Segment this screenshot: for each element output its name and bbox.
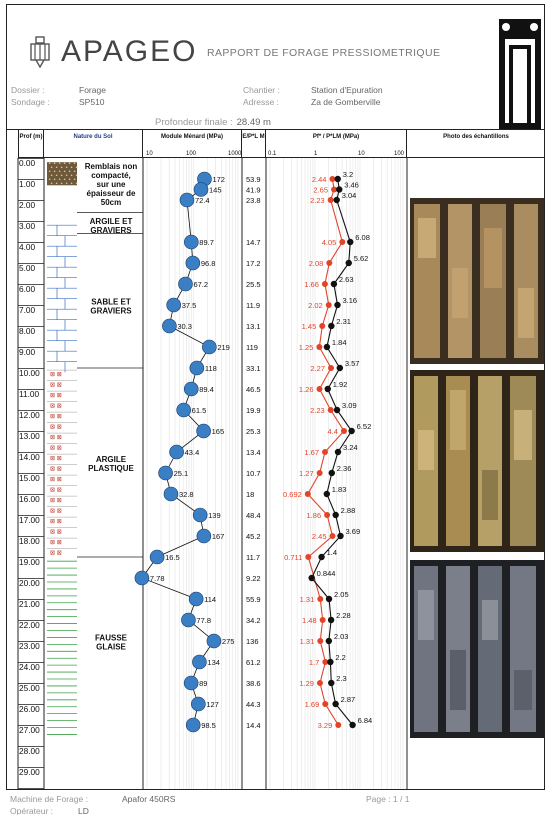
depth-label: 19.00 xyxy=(18,557,44,578)
chantier-value: Station d'Epuration xyxy=(311,85,383,95)
col-header-nature-text: Nature du Sol xyxy=(73,134,113,140)
photo-box-2 xyxy=(410,370,544,552)
depth-label: 15.00 xyxy=(18,473,44,494)
col-header-ratio-text: E/P*L M xyxy=(242,134,265,140)
adresse-label: Adresse : xyxy=(243,97,279,107)
sample-photo-2 xyxy=(410,370,544,552)
profondeur-label: Profondeur finale : xyxy=(155,117,233,128)
report-header: APAGEO RAPPORT DE FORAGE PRESSIOMETRIQUE… xyxy=(6,4,545,130)
sample-photo-3 xyxy=(410,560,544,738)
col-header-photo: Photo des échantillons xyxy=(407,130,545,158)
depth-label: 12.00 xyxy=(18,410,44,431)
report-title: RAPPORT DE FORAGE PRESSIOMETRIQUE xyxy=(207,47,441,59)
logo-text: APAGEO xyxy=(61,35,198,68)
dossier-label: Dossier : xyxy=(11,85,45,95)
depth-label: 13.00 xyxy=(18,431,44,452)
col-header-pressure-text: Pf* / P*LM (MPa) xyxy=(312,134,360,140)
photo-box-1 xyxy=(410,198,544,364)
depth-label: 24.00 xyxy=(18,662,44,683)
depth-label: 3.00 xyxy=(18,221,44,242)
drill-rig-icon xyxy=(499,19,541,129)
depth-label: 4.00 xyxy=(18,242,44,263)
depth-label: 23.00 xyxy=(18,641,44,662)
col-header-nature: Nature du Sol xyxy=(44,130,143,158)
depth-label: 29.00 xyxy=(18,767,44,788)
depth-label: 5.00 xyxy=(18,263,44,284)
depth-label: 14.00 xyxy=(18,452,44,473)
depth-label: 1.00 xyxy=(18,179,44,200)
depth-label: 21.00 xyxy=(18,599,44,620)
drill-logo-icon xyxy=(30,36,50,68)
depth-label: 26.00 xyxy=(18,704,44,725)
report-footer: Machine de Forage : Apafor 450RS Page : … xyxy=(6,789,545,815)
col-header-module-text: Module Ménard (MPa) xyxy=(160,134,223,140)
depth-label: 16.00 xyxy=(18,494,44,515)
dossier-value: Forage xyxy=(79,85,106,95)
depth-label: 18.00 xyxy=(18,536,44,557)
machine-label: Machine de Forage : xyxy=(10,794,88,804)
operateur-value: LD xyxy=(78,806,89,815)
depth-label: 6.00 xyxy=(18,284,44,305)
col-header-photo-text: Photo des échantillons xyxy=(443,134,509,140)
depth-label: 22.00 xyxy=(18,620,44,641)
profondeur-finale: Profondeur finale :28.49 m xyxy=(155,117,271,128)
col-header-prof: Prof (m) xyxy=(18,130,44,158)
depth-label: 25.00 xyxy=(18,683,44,704)
depth-label: 0.00 xyxy=(18,158,44,179)
depth-label: 11.00 xyxy=(18,389,44,410)
depth-label: 27.00 xyxy=(18,725,44,746)
machine-value: Apafor 450RS xyxy=(122,794,176,804)
depth-label: 9.00 xyxy=(18,347,44,368)
depth-label: 7.00 xyxy=(18,305,44,326)
chantier-label: Chantier : xyxy=(243,85,280,95)
sample-photo-1 xyxy=(410,198,544,364)
photo-box-3 xyxy=(410,560,544,738)
sondage-value: SP510 xyxy=(79,97,105,107)
profondeur-value: 28.49 m xyxy=(236,117,271,128)
depth-label: 10.00 xyxy=(18,368,44,389)
adresse-value: Za de Gomberville xyxy=(311,97,381,107)
logo: APAGEO xyxy=(25,35,197,69)
depth-label: 17.00 xyxy=(18,515,44,536)
col-header-module: Module Ménard (MPa) xyxy=(143,130,242,158)
operateur-label: Opérateur : xyxy=(10,806,53,815)
depth-label: 8.00 xyxy=(18,326,44,347)
col-header-prof-text: Prof (m) xyxy=(19,134,43,140)
col-header-ratio: E/P*L M xyxy=(242,130,266,158)
depth-label: 2.00 xyxy=(18,200,44,221)
depth-label: 20.00 xyxy=(18,578,44,599)
sondage-label: Sondage : xyxy=(11,97,50,107)
page-number: Page : 1 / 1 xyxy=(366,794,410,804)
depth-label: 28.00 xyxy=(18,746,44,767)
col-header-pressure: Pf* / P*LM (MPa) xyxy=(266,130,407,158)
